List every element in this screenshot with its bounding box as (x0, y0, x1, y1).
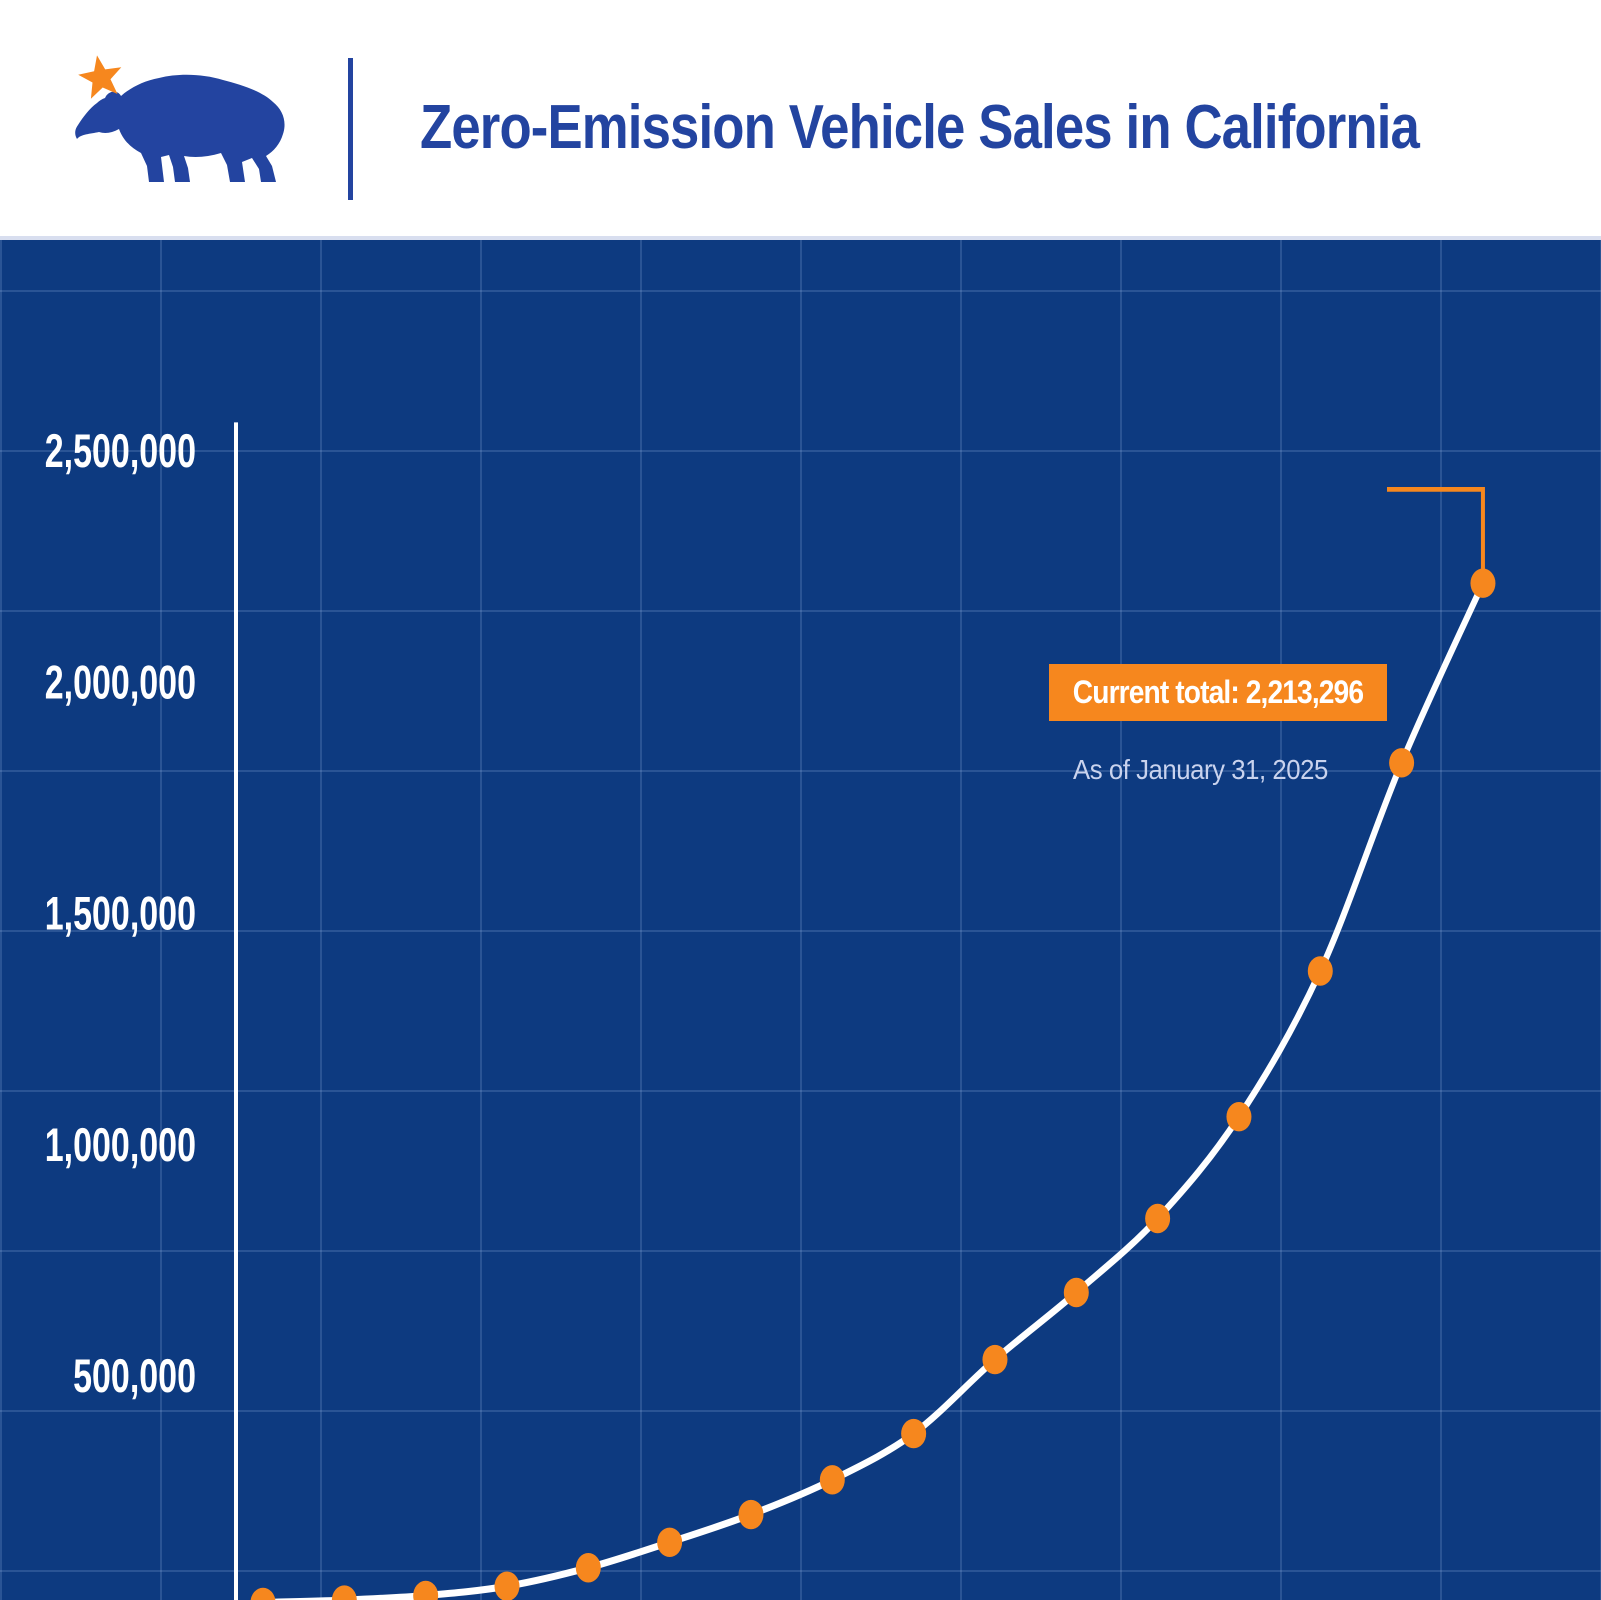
sales-line (260, 579, 1486, 1600)
star-icon (78, 55, 122, 99)
data-point-2014 (575, 1553, 601, 1583)
data-point-2013 (494, 1571, 520, 1600)
annotation-connector (1387, 487, 1485, 584)
data-point-2012 (413, 1580, 439, 1600)
data-point-2021 (1145, 1203, 1171, 1234)
y-tick-label: 1,500,000 (45, 887, 196, 940)
chart-area: 500,000 1,000,000 1,500,000 2,000,000 2,500,… (0, 240, 1601, 1600)
y-tick-label: 2,500,000 (45, 425, 196, 478)
data-point-2024 (1389, 748, 1415, 778)
data-point-2023 (1307, 956, 1333, 986)
data-point-2022 (1226, 1102, 1252, 1132)
data-point-2020 (1063, 1277, 1089, 1308)
y-tick-label: 2,000,000 (45, 656, 196, 709)
chart-svg: 500,000 1,000,000 1,500,000 2,000,000 2,500,… (45, 422, 1496, 1600)
data-point-2016 (738, 1499, 764, 1530)
y-tick-label: 500,000 (73, 1350, 196, 1403)
annotation-sublabel: As of January 31, 2025 (1073, 754, 1328, 785)
page-title: Zero-Emission Vehicle Sales in Californi… (420, 93, 1420, 162)
annotation-label: Current total: 2,213,296 (1072, 674, 1364, 710)
data-point-2025 (1470, 568, 1496, 598)
data-point-2019 (982, 1344, 1008, 1375)
header: Zero-Emission Vehicle Sales in Californi… (0, 0, 1601, 236)
header-edge-strip (0, 236, 1601, 240)
bear-icon (75, 74, 285, 182)
data-point-2015 (657, 1527, 683, 1558)
y-tick-label: 1,000,000 (45, 1119, 196, 1172)
annotation-callout: Current total: 2,213,296 (1049, 664, 1387, 721)
data-point-2011 (331, 1585, 357, 1600)
header-divider (348, 58, 353, 200)
data-point-2017 (819, 1465, 845, 1495)
data-point-2018 (901, 1418, 927, 1449)
california-bear-logo (75, 55, 285, 182)
data-point-2010 (250, 1587, 276, 1600)
